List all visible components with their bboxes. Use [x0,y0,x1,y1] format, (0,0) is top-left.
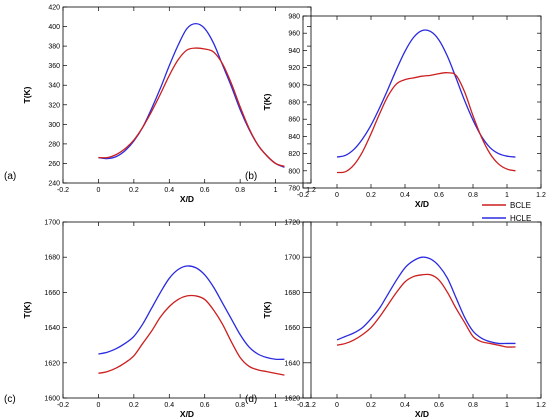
y-tick-label: 860 [288,117,300,124]
y-tick-label: 940 [288,48,300,55]
x-tick-label: 0.2 [129,402,139,409]
x-tick-label: 0 [96,402,100,409]
y-tick-label: 980 [288,14,300,21]
y-tick-label: 800 [288,168,300,175]
x-tick-label: 1.2 [306,187,316,194]
panel-label-b: (b) [245,171,257,182]
x-tick-label: 1 [274,402,278,409]
x-tick-label: 0.4 [400,192,410,199]
x-tick-label: -0.2 [57,187,69,194]
x-tick-label: 0.8 [235,187,245,194]
chart-panel-b: -0.2 0 0.2 0.4 0.6 0.8 1 1.2 780 800 820 840 860 880 9… [245,14,546,210]
y-tick-label: 280 [48,141,60,148]
legend: BCLE HCLE [482,201,531,223]
y-tick-label: 1700 [284,255,300,262]
x-tick-label: 1 [274,187,278,194]
x-tick-label: 0.2 [129,187,139,194]
y-tick-label: 1600 [44,396,60,403]
series-line-bcle [98,47,285,168]
series-line-hcle [98,22,285,168]
legend-label-hcle: HCLE [510,214,531,223]
x-tick-label: 0.6 [200,402,210,409]
chart-panel-c: -0.2 0 0.2 0.4 0.6 0.8 1 1.2 1600 1620 1640 1660 168… [4,220,316,417]
y-tick-label: 260 [48,161,60,168]
y-tick-label: 1680 [44,255,60,262]
x-axis-title: X/D [415,409,429,417]
series-line-bcle [98,294,285,376]
y-tick-label: 240 [48,181,60,188]
x-tick-label: 0.2 [366,192,376,199]
chart-panels: -0.2 0 0.2 0.4 0.6 0.8 1 1.2 240 260 280 300 320 340 3… [4,5,546,417]
series-line-bcle [336,273,516,348]
y-tick-label: 1660 [44,290,60,297]
x-tick-label: 1.2 [536,402,546,409]
y-tick-label: 920 [288,65,300,72]
y-tick-label: 900 [288,82,300,89]
y-tick-label: 320 [48,102,60,109]
y-tick-label: 1680 [284,290,300,297]
y-axis-title: T(K) [262,301,272,318]
y-tick-label: 1720 [284,220,300,227]
x-tick-label: 0.6 [434,192,444,199]
y-tick-label: 1640 [284,360,300,367]
x-tick-label: 0.4 [400,402,410,409]
y-tick-label: 960 [288,31,300,38]
y-tick-label: 420 [48,5,60,12]
x-tick-label: 1.2 [306,402,316,409]
panel-label-a: (a) [4,171,16,182]
x-axis-title: X/D [415,199,429,209]
plot-frame [302,221,542,399]
x-tick-label: 1.2 [536,192,546,199]
x-tick-label: -0.2 [297,402,309,409]
y-tick-label: 1620 [284,396,300,403]
plot-frame [62,221,312,399]
y-tick-label: 1700 [44,220,60,227]
chart-panel-a: -0.2 0 0.2 0.4 0.6 0.8 1 1.2 240 260 280 300 320 340 3… [4,5,316,205]
x-tick-label: 0 [335,402,339,409]
series-line-hcle [98,265,285,361]
y-tick-label: 300 [48,122,60,129]
x-tick-label: -0.2 [57,402,69,409]
series-line-hcle [336,256,516,345]
x-axis-title: X/D [180,409,194,417]
x-tick-label: 0 [96,187,100,194]
y-tick-label: 400 [48,24,60,31]
x-tick-label: 0.6 [200,187,210,194]
y-tick-label: 780 [288,186,300,193]
series-line-bcle [336,72,516,174]
y-tick-label: 360 [48,63,60,70]
y-tick-label: 1640 [44,325,60,332]
x-axis-title: X/D [180,194,194,204]
legend-label-bcle: BCLE [510,201,531,210]
y-tick-label: 880 [288,100,300,107]
y-tick-label: 1620 [44,360,60,367]
y-tick-label: 340 [48,83,60,90]
y-tick-label: 820 [288,151,300,158]
x-tick-label: 0.4 [164,187,174,194]
x-tick-label: 0 [335,192,339,199]
plot-frame [302,15,542,189]
x-tick-label: 0.8 [235,402,245,409]
x-tick-label: 0.4 [164,402,174,409]
y-tick-label: 840 [288,134,300,141]
x-tick-label: 1 [505,402,509,409]
y-tick-label: 1660 [284,325,300,332]
series-line-hcle [336,29,516,158]
x-tick-label: 0.8 [468,192,478,199]
y-axis-title: T(K) [22,86,32,103]
chart-panel-d: -0.2 0 0.2 0.4 0.6 0.8 1 1.2 1620 1640 1660 1680 170… [245,220,546,417]
x-tick-label: 0.6 [434,402,444,409]
x-tick-label: -0.2 [297,192,309,199]
y-axis-title: T(K) [22,301,32,318]
x-tick-label: 0.8 [468,402,478,409]
panel-label-d: (d) [245,394,257,405]
x-tick-label: 0.2 [366,402,376,409]
x-tick-label: 1 [505,192,509,199]
y-tick-label: 380 [48,44,60,51]
y-axis-title: T(K) [262,93,272,110]
panel-label-c: (c) [4,394,16,405]
plot-frame [62,6,312,184]
